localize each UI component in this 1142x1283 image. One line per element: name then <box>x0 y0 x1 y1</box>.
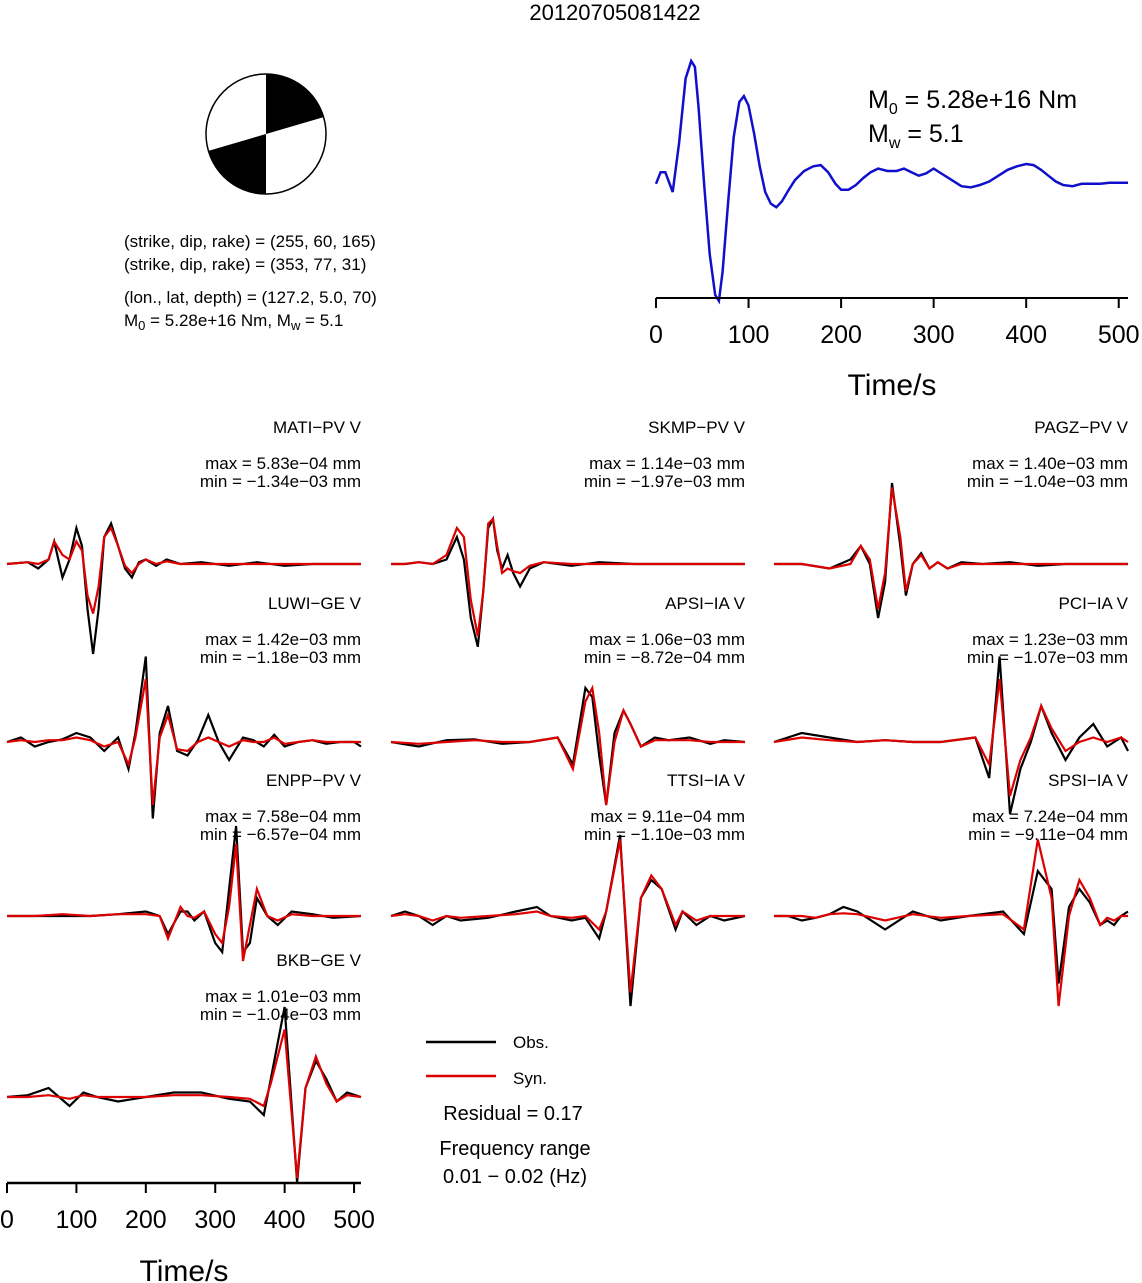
stf-m0-label: M0 = 5.28e+16 Nm <box>868 86 1077 118</box>
station-label: LUWI−GE V <box>268 594 362 613</box>
station-min: min = −1.34e−03 mm <box>200 472 361 491</box>
residual-label: Residual = 0.17 <box>443 1103 583 1125</box>
station-max: max = 7.24e−04 mm <box>972 807 1128 826</box>
legend-obs-label: Obs. <box>513 1033 549 1052</box>
stf-tick-label: 0 <box>649 321 663 349</box>
waveform-tick-label: 100 <box>56 1206 98 1234</box>
station-max: max = 1.23e−03 mm <box>972 630 1128 649</box>
source-time-function-panel: M0 = 5.28e+16 Nm Mw = 5.1 0 100 200 300 400 5… <box>649 58 1140 402</box>
observed-trace <box>391 515 745 648</box>
synthetic-trace <box>390 684 745 806</box>
synthetic-trace <box>6 678 361 806</box>
beachball-compressional-quadrant-1 <box>266 73 324 134</box>
nodal-plane-1: (strike, dip, rake) = (255, 60, 165) <box>124 232 376 251</box>
stf-x-axis-label: Time/s <box>848 369 937 402</box>
synthetic-trace <box>390 839 745 993</box>
station-min: min = −9.11e−04 mm <box>968 825 1128 844</box>
legend: Obs. Syn. Residual = 0.17 Frequency rang… <box>426 1033 591 1188</box>
station-label: TTSI−IA V <box>667 771 746 790</box>
frequency-range-label: Frequency range <box>439 1138 590 1160</box>
station-label: BKB−GE V <box>276 951 361 970</box>
station-max: max = 1.42e−03 mm <box>205 630 361 649</box>
stf-tick-label: 100 <box>728 321 770 349</box>
station-max: max = 9.11e−04 mm <box>590 807 745 826</box>
stf-tick-label: 300 <box>913 321 955 349</box>
stf-line <box>654 58 1128 305</box>
beachball-compressional-quadrant-2 <box>208 134 266 195</box>
frequency-range-value: 0.01 − 0.02 (Hz) <box>443 1166 587 1188</box>
stf-tick-label: 400 <box>1005 321 1047 349</box>
synthetic-trace <box>773 678 1129 797</box>
waveform-tick-label: 0 <box>0 1206 14 1234</box>
station-label: SKMP−PV V <box>648 418 746 437</box>
synthetic-trace <box>7 1029 362 1179</box>
synthetic-trace <box>774 839 1128 1007</box>
moment-summary: M0 = 5.28e+16 Nm, Mw = 5.1 <box>124 311 343 333</box>
observed-trace <box>6 656 362 819</box>
station-min: min = −1.04e−03 mm <box>967 472 1128 491</box>
station-min: min = −6.57e−04 mm <box>200 825 361 844</box>
stf-x-axis: 0 100 200 300 400 500 <box>649 297 1140 349</box>
station-label: MATI−PV V <box>273 418 362 437</box>
station-max: max = 1.14e−03 mm <box>589 454 745 473</box>
legend-syn-label: Syn. <box>513 1069 547 1088</box>
focal-mechanism-beachball <box>205 73 327 195</box>
synthetic-trace <box>391 516 745 637</box>
stf-mw-label: Mw = 5.1 <box>868 120 964 152</box>
observed-trace <box>774 868 1129 984</box>
waveform-tick-label: 200 <box>125 1206 167 1234</box>
waveform-x-axis-label: Time/s <box>140 1255 229 1283</box>
station-min: min = −1.18e−03 mm <box>200 648 361 667</box>
station-max: max = 5.83e−04 mm <box>205 454 361 473</box>
waveform-tick-label: 300 <box>194 1206 236 1234</box>
station-max: max = 1.40e−03 mm <box>972 454 1128 473</box>
station-min: min = −1.04e−03 mm <box>200 1005 361 1024</box>
waveform-x-axis: 0 100 200 300 400 500 <box>0 1181 375 1234</box>
station-min: min = −1.10e−03 mm <box>584 825 745 844</box>
synthetic-trace <box>6 525 361 614</box>
station-label: ENPP−PV V <box>266 771 362 790</box>
station-min: min = −1.97e−03 mm <box>584 472 745 491</box>
synthetic-trace <box>7 843 361 962</box>
station-max: max = 1.01e−03 mm <box>205 987 361 1006</box>
station-label: SPSI−IA V <box>1048 771 1129 790</box>
station-max: max = 7.58e−04 mm <box>205 807 361 826</box>
station-label: APSI−IA V <box>665 594 746 613</box>
station-max: max = 1.06e−03 mm <box>589 630 745 649</box>
nodal-plane-2: (strike, dip, rake) = (353, 77, 31) <box>124 255 366 274</box>
stf-tick-label: 200 <box>820 321 862 349</box>
hypocenter: (lon., lat, depth) = (127.2, 5.0, 70) <box>124 288 377 307</box>
waveform-tick-label: 500 <box>333 1206 375 1234</box>
station-label: PAGZ−PV V <box>1034 418 1128 437</box>
waveform-tick-label: 400 <box>264 1206 306 1234</box>
station-label: PCI−IA V <box>1059 594 1129 613</box>
station-min: min = −1.07e−03 mm <box>967 648 1128 667</box>
synthetic-trace <box>774 487 1128 610</box>
observed-trace <box>773 656 1129 815</box>
figure-title: 20120705081422 <box>529 0 700 25</box>
station-min: min = −8.72e−04 mm <box>584 648 745 667</box>
stf-tick-label: 500 <box>1098 321 1140 349</box>
observed-trace <box>7 825 362 956</box>
observed-trace <box>390 834 746 1007</box>
